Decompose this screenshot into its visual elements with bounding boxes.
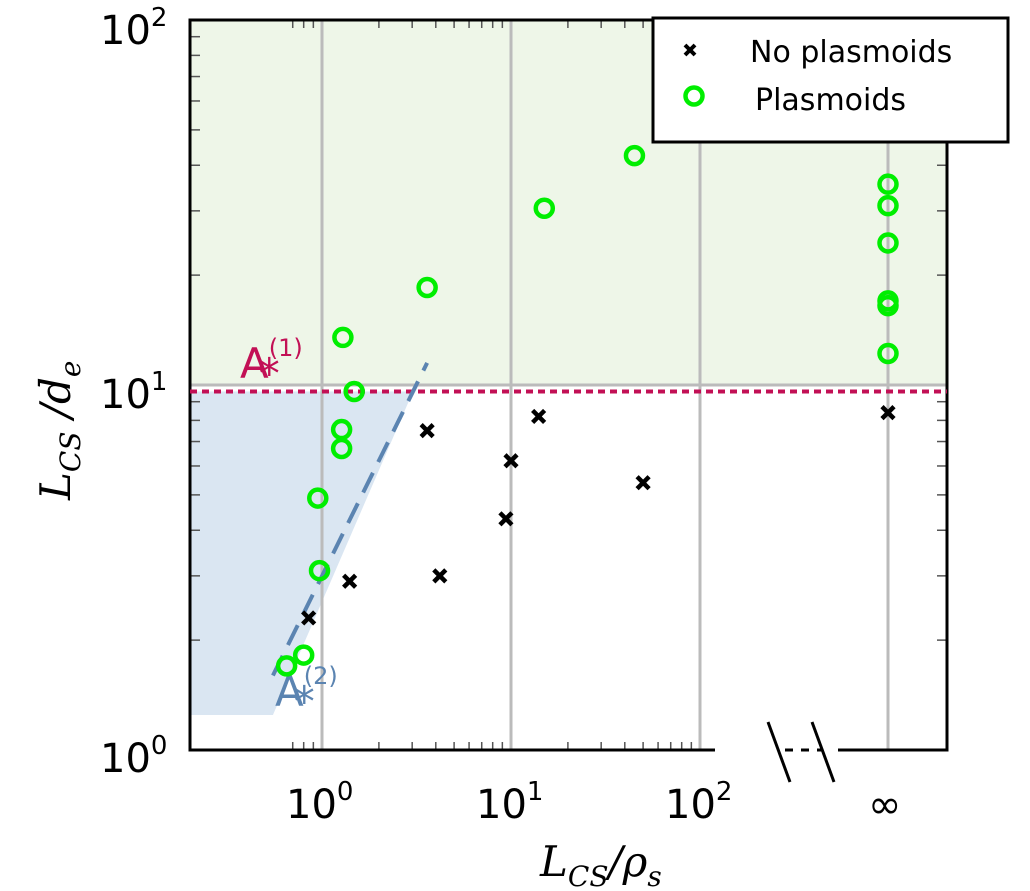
a2-region bbox=[190, 391, 414, 715]
legend-box bbox=[651, 16, 1010, 144]
plasmoid-point bbox=[877, 173, 899, 195]
legend: No plasmoids Plasmoids bbox=[651, 16, 1010, 144]
y-tick-label-10: 101 bbox=[100, 367, 167, 418]
plot-frame bbox=[188, 18, 949, 752]
plasmoid-point bbox=[292, 644, 315, 666]
no-plasmoid-point bbox=[432, 568, 448, 584]
plasmoid-point bbox=[416, 276, 438, 299]
axis-break bbox=[766, 721, 836, 783]
no-plasmoid-point bbox=[301, 610, 317, 626]
no-plasmoid-point bbox=[635, 475, 651, 491]
x-tick-labels: 100 101 102 ∞ bbox=[286, 777, 901, 828]
no-plasmoid-point bbox=[531, 408, 547, 425]
no-plasmoid-point bbox=[880, 405, 896, 421]
plasmoid-point bbox=[877, 342, 899, 365]
plasmoid-point bbox=[332, 326, 354, 349]
legend-marker-no-plasmoids bbox=[683, 43, 697, 57]
no-plasmoid-point bbox=[503, 453, 519, 469]
no-plasmoid-point bbox=[419, 423, 435, 439]
y-tick-label-100: 102 bbox=[100, 3, 167, 54]
plasmoid-point bbox=[307, 487, 329, 509]
x-tick-label-inf: ∞ bbox=[868, 782, 901, 828]
x-tick-label-1: 100 bbox=[286, 777, 353, 828]
plasmoid-point bbox=[877, 294, 899, 317]
y-tick-label-1: 100 bbox=[100, 731, 167, 782]
a1-annotation: A(1) * bbox=[240, 334, 303, 398]
plasmoid-point bbox=[533, 197, 556, 219]
x-tick-label-10: 101 bbox=[476, 777, 543, 828]
plasmoid-point bbox=[877, 232, 899, 254]
legend-label-plasmoids: Plasmoids bbox=[755, 83, 906, 118]
x-axis-label: LCS/ρs bbox=[539, 837, 662, 891]
legend-label-no-plasmoids: No plasmoids bbox=[750, 35, 952, 70]
plasmoid-point bbox=[308, 559, 331, 582]
y-tick-labels: 102 101 100 bbox=[100, 3, 167, 782]
plasmoid-point bbox=[343, 380, 365, 403]
no-plasmoid-point bbox=[498, 511, 514, 527]
no-plasmoid-point bbox=[342, 573, 358, 589]
plasmoid-point bbox=[623, 144, 646, 167]
plasmoid-point bbox=[330, 437, 353, 460]
a2-threshold-line bbox=[271, 361, 429, 677]
y-axis-label: LCS /de bbox=[31, 361, 87, 501]
legend-marker-plasmoids bbox=[683, 85, 705, 107]
plasmoid-point bbox=[275, 655, 298, 677]
data-points bbox=[275, 144, 899, 677]
plasmoid-point bbox=[877, 194, 899, 217]
a2-annotation: A(2) * bbox=[275, 662, 338, 726]
x-tick-label-100: 102 bbox=[665, 777, 732, 828]
